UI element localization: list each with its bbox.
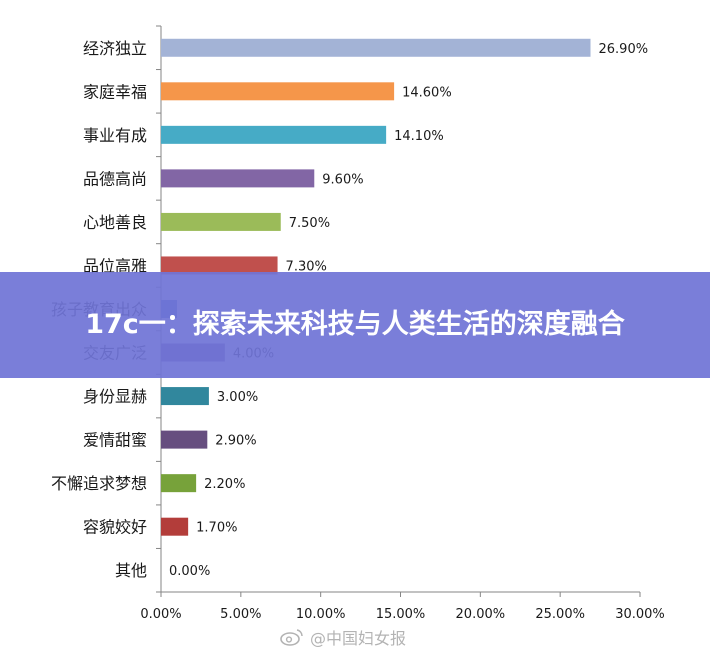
category-label: 经济独立 (83, 39, 147, 58)
value-label: 2.20% (204, 477, 245, 492)
x-tick-label: 5.00% (220, 607, 261, 622)
category-label: 不懈追求梦想 (51, 474, 147, 493)
bar (161, 474, 197, 493)
value-label: 3.00% (217, 390, 258, 405)
category-label: 家庭幸福 (83, 82, 147, 101)
bar (161, 430, 208, 449)
x-tick-label: 10.00% (296, 607, 346, 622)
bar (161, 517, 189, 536)
category-label: 品德高尚 (83, 169, 147, 188)
weibo-icon (280, 629, 303, 646)
bar (161, 256, 278, 275)
value-label: 0.00% (169, 564, 210, 579)
value-label: 7.30% (286, 259, 327, 274)
category-label: 心地善良 (83, 213, 147, 232)
x-tick-labels: 0.00% 5.00% 10.00% 15.00% 20.00% 25.00% 30.00% (140, 607, 664, 622)
bar (161, 38, 591, 57)
watermark: @中国妇女报 (280, 625, 406, 649)
value-label: 1.70% (196, 521, 237, 536)
x-tick-label: 0.00% (140, 607, 181, 622)
category-label: 身份显赫 (83, 387, 147, 406)
value-label: 14.60% (402, 85, 452, 100)
bars-group (161, 38, 591, 536)
category-label: 品位高雅 (83, 256, 147, 275)
category-label: 其他 (115, 561, 147, 580)
category-label: 事业有成 (83, 126, 147, 145)
value-label: 9.60% (322, 172, 363, 187)
category-label: 爱情甜蜜 (83, 431, 147, 450)
banner-title: 17c一：探索未来科技与人类生活的深度融合 (85, 309, 625, 340)
category-label: 容貌姣好 (83, 518, 147, 537)
value-label: 7.50% (289, 216, 330, 231)
bar (161, 212, 281, 231)
bar (161, 169, 315, 188)
x-tick-label: 20.00% (456, 607, 506, 622)
x-tick-label: 15.00% (376, 607, 426, 622)
value-label: 26.90% (599, 42, 649, 57)
value-label: 2.90% (215, 434, 256, 449)
x-tick-label: 30.00% (615, 607, 665, 622)
title-banner: 17c一：探索未来科技与人类生活的深度融合 (0, 272, 710, 378)
value-labels: 26.90%14.60%14.10%9.60%7.50%7.30%4.00%3.… (169, 42, 648, 579)
bar (161, 125, 387, 144)
x-tick-label: 25.00% (535, 607, 585, 622)
bar (161, 82, 395, 101)
watermark-text: @中国妇女报 (310, 629, 407, 648)
value-label: 14.10% (394, 129, 444, 144)
bar (161, 387, 209, 406)
